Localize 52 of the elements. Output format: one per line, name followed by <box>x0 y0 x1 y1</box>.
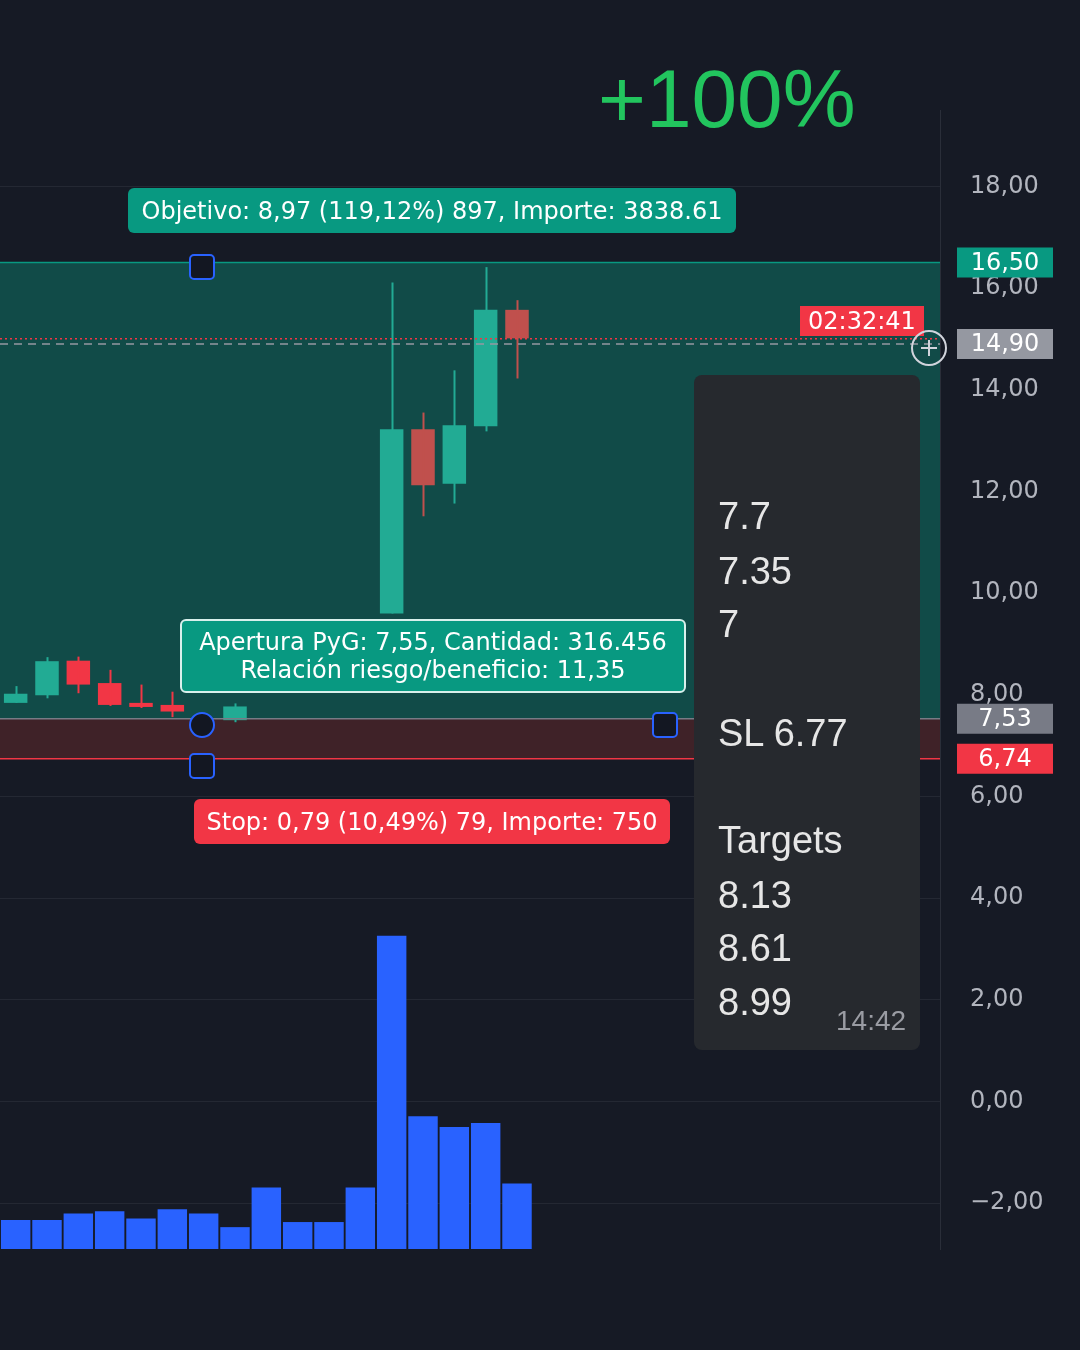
bar <box>470 1122 501 1249</box>
bar <box>408 1116 438 1249</box>
annotation: Relación riesgo/beneficio: 11,35 <box>240 656 626 684</box>
chart-title: +100% <box>598 52 856 146</box>
bar <box>188 1213 219 1249</box>
annotation: 02:32:41 <box>800 306 924 336</box>
candlestick <box>442 369 467 505</box>
y-tick-label: 2,00 <box>970 984 1024 1013</box>
annotation: 7.35 <box>718 550 792 593</box>
y-tick-label: −2,00 <box>970 1187 1044 1216</box>
annotation: 8.61 <box>718 927 792 970</box>
annotation: 8.13 <box>718 874 792 917</box>
y-tick-label: 10,00 <box>970 577 1039 606</box>
bar <box>0 1220 31 1249</box>
candlestick <box>35 656 59 700</box>
y-tick-label: 12,00 <box>970 475 1039 504</box>
y-tick-label: 6,00 <box>970 780 1024 809</box>
annotation: Stop: 0,79 (10,49%) 79, Importe: 750 <box>206 807 658 836</box>
bar <box>251 1187 282 1249</box>
bar <box>314 1222 344 1249</box>
bar <box>439 1126 470 1249</box>
bar <box>282 1222 313 1249</box>
y-tick-label: 4,00 <box>970 882 1024 911</box>
bar <box>126 1218 156 1249</box>
candlestick <box>505 299 529 380</box>
candlestick <box>411 411 435 518</box>
candlestick <box>66 655 91 695</box>
ref-line-label: 16,50 <box>970 247 1040 276</box>
bar <box>502 1183 532 1249</box>
y-tick-label: 18,00 <box>970 170 1039 199</box>
annotation: 14:42 <box>836 1005 907 1037</box>
bar <box>63 1213 94 1249</box>
annotation: 7 <box>718 603 740 646</box>
bar <box>345 1187 376 1249</box>
annotation: SL 6.77 <box>718 712 848 755</box>
y-tick-label: 14,00 <box>970 373 1039 402</box>
y-tick-label: 0,00 <box>970 1085 1024 1114</box>
ref-line-label: 14,90 <box>970 329 1040 358</box>
annotation: 7.7 <box>718 495 771 538</box>
bar <box>157 1209 188 1249</box>
annotation: Apertura PyG: 7,55, Cantidad: 316.456 <box>199 628 667 656</box>
candlestick <box>97 668 122 707</box>
bar <box>376 935 407 1249</box>
candlestick <box>160 690 185 719</box>
annotation: Objetivo: 8,97 (119,12%) 897, Importe: 3838.61 <box>141 196 723 225</box>
annotation: Targets <box>718 819 843 862</box>
annotation: 8.99 <box>718 981 792 1024</box>
ref-line-label: 6,74 <box>978 744 1032 773</box>
bar <box>94 1211 125 1249</box>
bar <box>220 1227 250 1249</box>
bar <box>32 1220 62 1249</box>
candlestick <box>129 683 153 709</box>
